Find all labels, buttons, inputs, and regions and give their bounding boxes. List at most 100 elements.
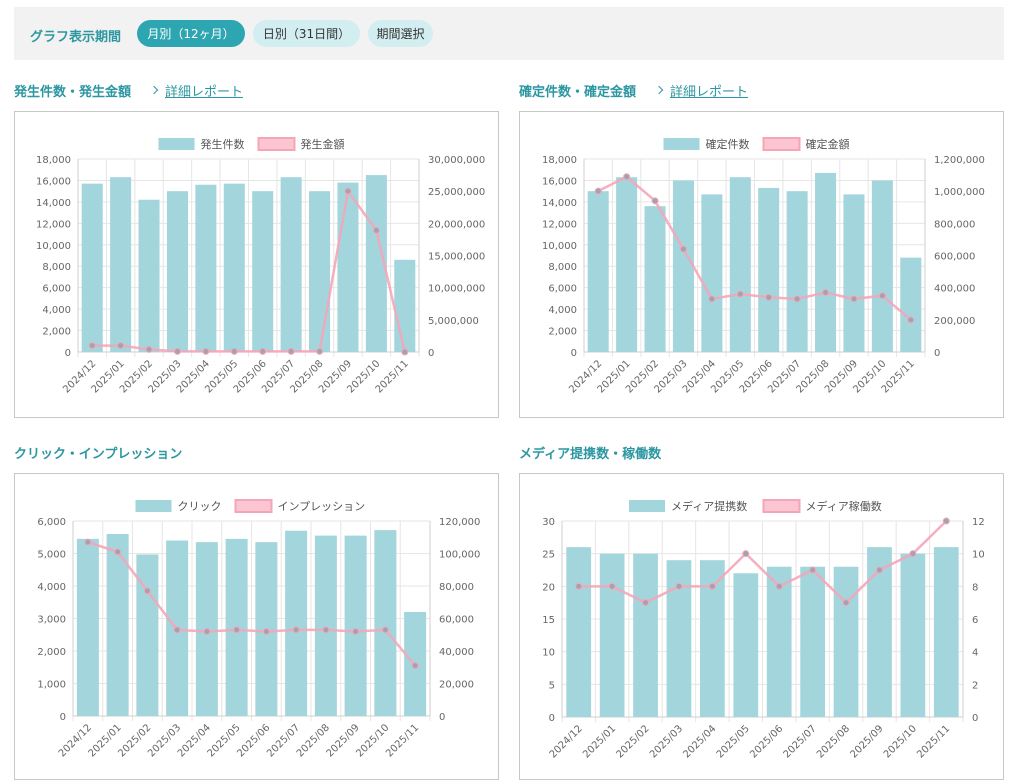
- detail-report-label: 詳細レポート: [670, 84, 749, 100]
- bar: [223, 183, 245, 352]
- y-left-tick-label: 5,000: [37, 550, 66, 561]
- legend-swatch-line: [234, 499, 273, 513]
- chart-media-svg: メディア提携数 メディア稼働数 0 5 10 15 20 25 30 0 2 4 6 8 10 12 2024/…: [542, 499, 985, 760]
- line-point: [114, 548, 122, 556]
- detail-report-label: 詳細レポート: [165, 84, 244, 100]
- line-point: [608, 582, 616, 590]
- y-right-tick-label: 1,200,000: [934, 155, 985, 166]
- bar: [365, 175, 387, 352]
- y-left-tick-label: 1,000: [37, 680, 66, 691]
- y-left-tick-label: 0: [549, 713, 555, 724]
- period-custom-button[interactable]: 期間選択: [368, 20, 434, 47]
- bar: [833, 566, 859, 717]
- y-left-tick-label: 0: [60, 712, 66, 723]
- bar: [285, 530, 308, 716]
- line-point: [809, 566, 817, 574]
- y-right-tick-label: 30,000,000: [428, 155, 485, 166]
- legend-swatch-line: [257, 137, 296, 151]
- y-right-tick-label: 0: [439, 712, 445, 723]
- period-monthly-button[interactable]: 月別（12ヶ月）: [137, 20, 246, 47]
- series-line: [597, 175, 912, 321]
- line-point: [594, 187, 602, 195]
- y-right-tick-label: 20,000: [439, 680, 474, 691]
- chart-confirmed: 確定件数 確定金額 0 2,000 4,000 6,000 8,000 10,000 12,00…: [519, 111, 1004, 418]
- line-point: [679, 245, 687, 253]
- bar: [900, 553, 926, 717]
- panel-header-clicks: クリック・インプレッション: [14, 442, 182, 462]
- y-left-tick-label: 10,000: [36, 241, 71, 252]
- y-right-tick-label: 20,000,000: [428, 219, 485, 230]
- detail-report-link[interactable]: 詳細レポート: [654, 81, 749, 100]
- y-right-tick-label: 25,000,000: [428, 187, 485, 198]
- bar: [337, 182, 359, 352]
- line-point: [623, 173, 631, 181]
- y-right-tick-label: 1,000,000: [934, 187, 985, 198]
- y-right-tick-label: 5,000,000: [428, 316, 479, 327]
- legend-label-bar: クリック: [178, 500, 222, 513]
- bar: [672, 180, 694, 352]
- y-left-tick-label: 18,000: [542, 155, 577, 166]
- panel-header-media: メディア提携数・稼働数: [519, 442, 661, 462]
- x-tick-label: 2025/08: [815, 723, 852, 760]
- bar: [344, 535, 367, 716]
- line-point: [675, 582, 683, 590]
- bar: [374, 530, 397, 716]
- series-line: [92, 188, 407, 353]
- panel-title: メディア提携数・稼働数: [519, 446, 662, 462]
- chevron-right-icon: [654, 85, 664, 95]
- y-left-tick-label: 5: [549, 680, 555, 691]
- y-left-tick-label: 18,000: [36, 155, 71, 166]
- y-left-tick-label: 6,000: [37, 517, 66, 528]
- period-daily-button[interactable]: 日別（31日間）: [253, 20, 361, 47]
- y-right-tick-label: 6: [972, 615, 978, 626]
- line-point: [907, 316, 915, 324]
- bar: [76, 538, 99, 716]
- line-point: [173, 626, 181, 634]
- line-point: [793, 295, 801, 303]
- y-left-tick-label: 0: [65, 348, 71, 359]
- y-left-tick-label: 16,000: [36, 176, 71, 187]
- y-right-tick-label: 0: [428, 348, 434, 359]
- detail-report-link[interactable]: 詳細レポート: [149, 81, 244, 100]
- line-point: [262, 628, 270, 635]
- line-point: [84, 538, 92, 546]
- y-left-tick-label: 4,000: [37, 582, 66, 593]
- chart-media: メディア提携数 メディア稼働数 0 5 10 15 20 25 30 0 2 4 6 8 10 12 2024/…: [519, 473, 1004, 780]
- period-selector: グラフ表示期間 月別（12ヶ月） 日別（31日間） 期間選択: [14, 7, 1004, 60]
- y-left-tick-label: 14,000: [542, 198, 577, 209]
- y-left-tick-label: 4,000: [548, 305, 577, 316]
- bar: [136, 554, 159, 716]
- y-left-tick-label: 3,000: [37, 615, 66, 626]
- y-right-tick-label: 15,000,000: [428, 252, 485, 263]
- y-left-tick-label: 2,000: [37, 647, 66, 658]
- bar: [729, 177, 751, 352]
- line-point: [875, 566, 883, 574]
- bar: [314, 535, 337, 716]
- y-right-tick-label: 800,000: [934, 219, 975, 230]
- line-point: [381, 626, 389, 634]
- legend-label-line: 確定金額: [806, 137, 850, 151]
- series-line: [578, 520, 948, 605]
- bar: [587, 191, 609, 352]
- chart-occurrence-svg: 発生件数 発生金額 0 2,000 4,000 6,000 8,000 10,000 12,00…: [36, 137, 485, 395]
- legend-label-bar: メディア提携数: [671, 499, 747, 513]
- y-left-tick-label: 14,000: [36, 198, 71, 209]
- panel-header-occurrence: 発生件数・発生金額 詳細レポート: [14, 80, 243, 100]
- panel-title: 発生件数・発生金額: [14, 84, 132, 100]
- period-title: グラフ表示期間: [30, 30, 122, 45]
- y-right-tick-label: 80,000: [439, 582, 474, 593]
- x-tick-label: 2025/10: [882, 723, 919, 760]
- line-point: [765, 293, 773, 301]
- line-point: [736, 290, 744, 298]
- x-tick-label: 2025/09: [848, 723, 885, 760]
- y-right-tick-label: 60,000: [439, 615, 474, 626]
- bar: [280, 177, 302, 352]
- line-point: [822, 288, 830, 296]
- line-point: [287, 347, 295, 355]
- legend-label-bar: 確定件数: [706, 137, 750, 151]
- line-point: [708, 582, 716, 590]
- line-point: [651, 197, 659, 205]
- y-left-tick-label: 0: [571, 348, 577, 359]
- legend-label-line: インプレッション: [278, 500, 366, 513]
- legend-swatch-line: [762, 137, 801, 151]
